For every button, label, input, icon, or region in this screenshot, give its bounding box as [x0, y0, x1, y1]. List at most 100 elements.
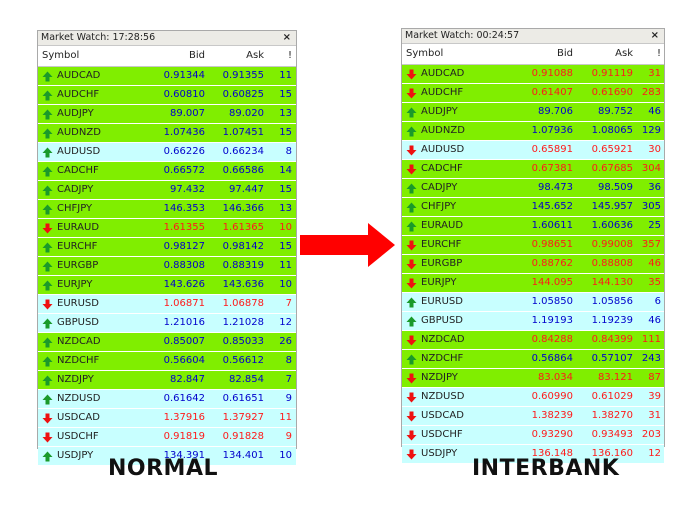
ask-value: 144.130 [591, 277, 633, 288]
bid-value: 83.034 [538, 372, 573, 383]
quote-row[interactable]: EURAUD 1.60611 1.60636 25 [402, 217, 664, 236]
symbol-cell: EURJPY [38, 276, 147, 294]
close-icon[interactable]: × [650, 30, 659, 41]
quote-row[interactable]: EURGBP 0.88762 0.88808 46 [402, 255, 664, 274]
quote-row[interactable]: AUDJPY 89.706 89.752 46 [402, 103, 664, 122]
symbol-cell: USDCAD [38, 409, 147, 427]
column-header-symbol[interactable]: Symbol [42, 50, 80, 61]
column-header-spread[interactable]: ! [287, 50, 292, 61]
symbol-label: EURGBP [421, 258, 463, 269]
quote-row[interactable]: GBPUSD 1.19193 1.19239 46 [402, 312, 664, 331]
bid-value: 1.21016 [163, 317, 205, 328]
quote-row[interactable]: AUDUSD 0.66226 0.66234 8 [38, 143, 296, 162]
quote-row[interactable]: NZDCHF 0.56604 0.56612 8 [38, 352, 296, 371]
quote-row[interactable]: USDJPY 136.148 136.160 12 [402, 445, 664, 464]
close-icon[interactable]: × [282, 32, 291, 43]
quote-row[interactable]: CADCHF 0.66572 0.66586 14 [38, 162, 296, 181]
quote-row[interactable]: NZDUSD 0.60990 0.61029 39 [402, 388, 664, 407]
quote-row[interactable]: EURGBP 0.88308 0.88319 11 [38, 257, 296, 276]
spread-value: 10 [279, 279, 292, 290]
ask-value: 89.020 [229, 108, 264, 119]
quote-row[interactable]: CADCHF 0.67381 0.67685 304 [402, 160, 664, 179]
symbol-label: EURAUD [421, 220, 464, 231]
symbol-cell: USDJPY [38, 447, 147, 465]
ask-value: 0.91119 [591, 68, 633, 79]
quote-row[interactable]: USDJPY 134.391 134.401 10 [38, 447, 296, 466]
symbol-cell: AUDUSD [402, 141, 513, 159]
quote-row[interactable]: NZDJPY 83.034 83.121 87 [402, 369, 664, 388]
symbol-label: NZDCHF [421, 353, 464, 364]
quote-row[interactable]: CHFJPY 145.652 145.957 305 [402, 198, 664, 217]
bid-value: 1.05850 [531, 296, 573, 307]
spread-value: 15 [279, 89, 292, 100]
up-arrow-icon [42, 166, 53, 176]
up-arrow-icon [42, 71, 53, 81]
quote-row[interactable]: NZDCHF 0.56864 0.57107 243 [402, 350, 664, 369]
quote-row[interactable]: EURUSD 1.06871 1.06878 7 [38, 295, 296, 314]
column-header-bid[interactable]: Bid [189, 50, 205, 61]
ask-value: 98.509 [598, 182, 633, 193]
column-header-symbol[interactable]: Symbol [406, 48, 444, 59]
spread-value: 12 [648, 448, 661, 459]
quote-row[interactable]: AUDCHF 0.60810 0.60825 15 [38, 86, 296, 105]
spread-value: 9 [285, 431, 292, 442]
up-arrow-icon [406, 107, 417, 117]
spread-value: 15 [279, 241, 292, 252]
quote-row[interactable]: USDCHF 0.93290 0.93493 203 [402, 426, 664, 445]
symbol-label: EURJPY [421, 277, 457, 288]
column-header-spread[interactable]: ! [656, 48, 661, 59]
bid-value: 1.19193 [531, 315, 573, 326]
spread-value: 7 [285, 374, 292, 385]
quote-row[interactable]: NZDJPY 82.847 82.854 7 [38, 371, 296, 390]
up-arrow-icon [42, 356, 53, 366]
quote-row[interactable]: AUDCAD 0.91344 0.91355 11 [38, 67, 296, 86]
ask-value: 0.56612 [222, 355, 264, 366]
up-arrow-icon [42, 451, 53, 461]
quote-row[interactable]: NZDCAD 0.84288 0.84399 111 [402, 331, 664, 350]
quote-row[interactable]: AUDUSD 0.65891 0.65921 30 [402, 141, 664, 160]
symbol-cell: AUDUSD [38, 143, 147, 161]
quote-row[interactable]: EURJPY 143.626 143.636 10 [38, 276, 296, 295]
quote-row[interactable]: EURCHF 0.98127 0.98142 15 [38, 238, 296, 257]
bid-value: 0.91819 [163, 431, 205, 442]
ask-value: 0.98142 [222, 241, 264, 252]
quote-row[interactable]: AUDCHF 0.61407 0.61690 283 [402, 84, 664, 103]
column-header-bid[interactable]: Bid [557, 48, 573, 59]
symbol-label: EURUSD [57, 298, 99, 309]
quote-row[interactable]: CADJPY 98.473 98.509 36 [402, 179, 664, 198]
down-arrow-icon [406, 278, 417, 288]
quote-row[interactable]: NZDUSD 0.61642 0.61651 9 [38, 390, 296, 409]
symbol-label: NZDCAD [421, 334, 465, 345]
quote-row[interactable]: EURCHF 0.98651 0.99008 357 [402, 236, 664, 255]
up-arrow-icon [42, 318, 53, 328]
quote-row[interactable]: USDCAD 1.38239 1.38270 31 [402, 407, 664, 426]
market-watch-title: Market Watch: 00:24:57 [405, 30, 520, 41]
quote-row[interactable]: USDCAD 1.37916 1.37927 11 [38, 409, 296, 428]
bid-value: 0.56604 [163, 355, 205, 366]
quote-row[interactable]: EURJPY 144.095 144.130 35 [402, 274, 664, 293]
symbol-label: AUDJPY [421, 106, 458, 117]
quote-row[interactable]: AUDJPY 89.007 89.020 13 [38, 105, 296, 124]
market-watch-titlebar: Market Watch: 00:24:57 × [402, 29, 664, 44]
quote-row[interactable]: CHFJPY 146.353 146.366 13 [38, 200, 296, 219]
up-arrow-icon [42, 337, 53, 347]
ask-value: 97.447 [229, 184, 264, 195]
bid-value: 144.095 [531, 277, 573, 288]
quote-row[interactable]: EURUSD 1.05850 1.05856 6 [402, 293, 664, 312]
quote-row[interactable]: AUDNZD 1.07436 1.07451 15 [38, 124, 296, 143]
down-arrow-icon [406, 164, 417, 174]
column-header-ask[interactable]: Ask [246, 50, 264, 61]
quote-row[interactable]: AUDNZD 1.07936 1.08065 129 [402, 122, 664, 141]
quote-row[interactable]: CADJPY 97.432 97.447 15 [38, 181, 296, 200]
quote-row[interactable]: AUDCAD 0.91088 0.91119 31 [402, 65, 664, 84]
down-arrow-icon [406, 449, 417, 459]
column-header-ask[interactable]: Ask [615, 48, 633, 59]
symbol-cell: EURCHF [402, 236, 513, 254]
ask-value: 83.121 [598, 372, 633, 383]
quote-row[interactable]: USDCHF 0.91819 0.91828 9 [38, 428, 296, 447]
quote-row[interactable]: NZDCAD 0.85007 0.85033 26 [38, 333, 296, 352]
spread-value: 14 [279, 165, 292, 176]
spread-value: 9 [285, 393, 292, 404]
quote-row[interactable]: EURAUD 1.61355 1.61365 10 [38, 219, 296, 238]
quote-row[interactable]: GBPUSD 1.21016 1.21028 12 [38, 314, 296, 333]
